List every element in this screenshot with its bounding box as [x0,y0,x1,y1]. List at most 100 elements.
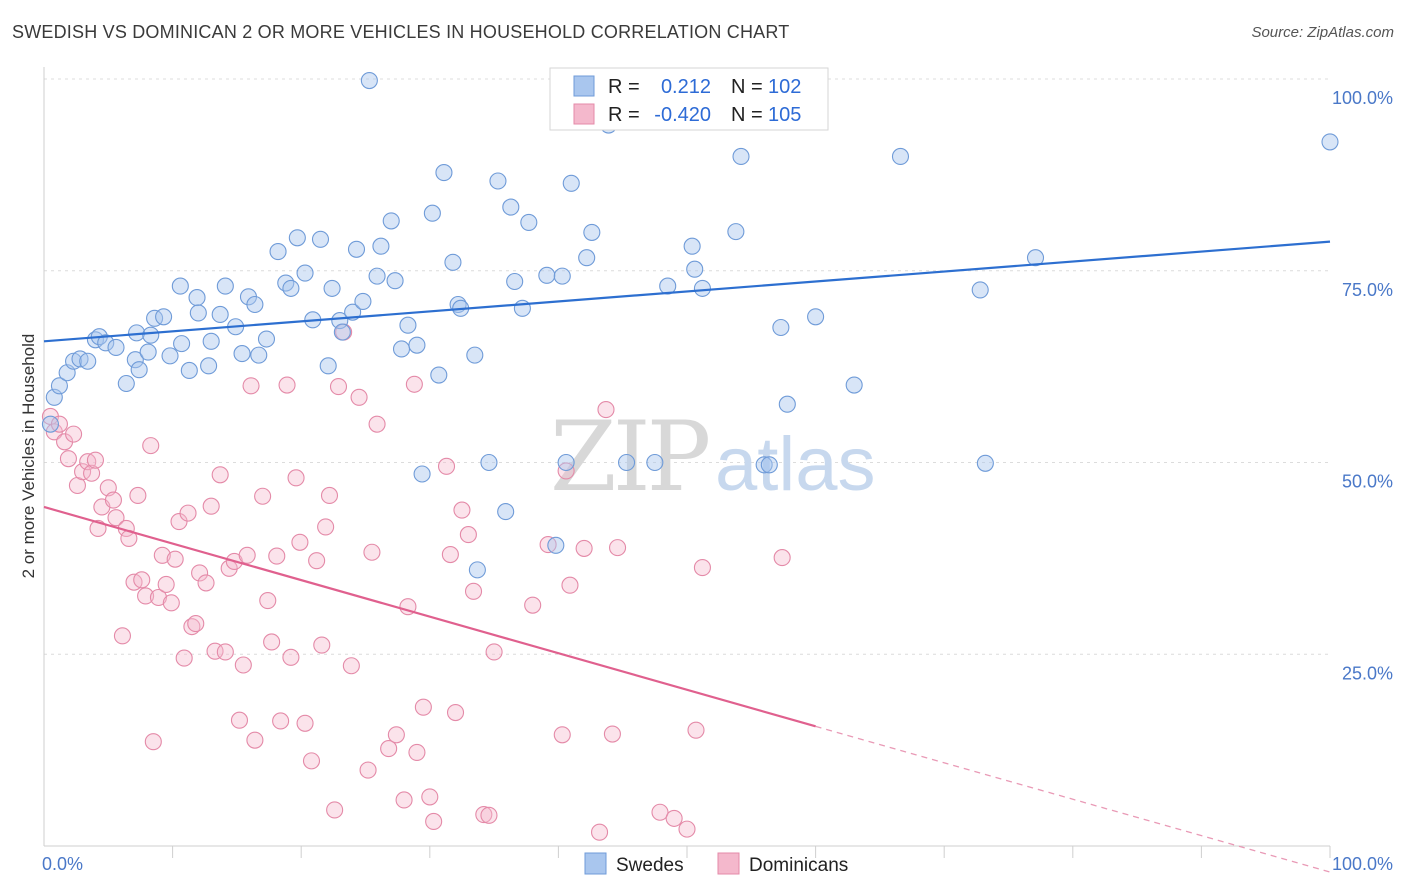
swede-point-54 [392,340,411,358]
swede-point-2 [50,377,68,395]
dominican-point-71 [380,740,398,758]
legend-r-label-dominicans: R = [608,104,640,126]
swede-point-78 [578,249,596,267]
swede-point-43 [323,279,341,297]
dominican-point-46 [242,377,260,395]
dominican-point-21 [133,571,151,589]
swede-point-64 [466,346,484,364]
swede-point-25 [200,357,218,375]
swede-point-35 [269,243,287,261]
dominican-point-86 [475,806,493,824]
swede-point-51 [372,237,390,255]
dominican-point-83 [453,501,471,519]
dominican-point-9 [83,464,101,482]
swede-point-22 [180,361,198,380]
dominican-point-73 [395,791,413,809]
dominican-point-79 [425,812,443,831]
swede-point-94 [807,308,825,326]
swede-point-58 [423,204,441,222]
dominican-point-2 [50,415,68,433]
dominican-point-64 [329,378,348,396]
legend-n-label-dominicans: N = [731,104,763,126]
bottom-legend: Swedes Dominicans [584,852,848,876]
watermark-zip: ZIP [550,401,709,513]
y-tick-labels: 100.0% 75.0% 50.0% 25.0% [1332,88,1393,683]
swedes-trend-line [43,240,1331,343]
dominicans-trend-line-extension [815,725,1331,873]
swede-point-15 [139,343,157,361]
swede-point-10 [107,338,125,357]
dominican-point-10 [86,451,104,469]
dominican-point-58 [302,752,321,770]
swede-point-30 [233,345,251,363]
swede-point-47 [347,240,366,258]
dominican-point-104 [773,549,791,567]
dominican-point-47 [246,731,264,749]
swede-point-53 [386,272,404,290]
swede-point-28 [216,277,234,295]
legend-n-value-swedes: 102 [768,76,801,98]
swede-point-45 [333,323,351,341]
dominican-point-23 [142,437,160,455]
dominican-point-98 [609,539,627,557]
swede-point-49 [360,71,378,90]
dominican-point-59 [308,552,326,570]
dominican-point-55 [287,469,305,487]
dominican-point-36 [197,574,215,592]
dominican-point-16 [113,627,131,645]
dominican-point-26 [153,546,171,564]
swede-point-52 [382,212,400,230]
dominican-point-77 [414,698,432,716]
swede-point-70 [506,272,524,291]
swede-point-37 [282,279,300,297]
dominican-point-43 [230,711,249,729]
dominican-point-102 [687,721,705,739]
dominican-point-80 [437,457,456,475]
y-tick-label-25: 25.0% [1342,663,1393,683]
swede-point-77 [562,174,580,192]
swede-point-38 [288,229,306,247]
dominican-point-93 [561,576,579,594]
swede-point-4 [65,352,83,370]
swede-point-98 [976,454,994,472]
swede-point-50 [368,267,386,285]
swede-point-99 [1026,249,1045,267]
dominican-point-72 [387,726,405,744]
dominican-point-82 [446,703,465,722]
dominican-point-37 [202,497,220,515]
dominican-point-81 [441,545,459,564]
dominican-point-28 [162,594,180,612]
legend: R = 0.212 N = 102 R = -0.420 N = 105 [549,67,829,131]
swedes-points [41,70,1339,579]
swede-point-34 [257,330,276,348]
dominican-point-35 [191,564,209,582]
dominican-point-50 [263,633,281,651]
dominican-point-61 [317,518,335,536]
swede-point-26 [202,332,220,350]
swede-point-68 [497,503,515,521]
y-tick-label-50: 50.0% [1342,472,1393,492]
y-tick-label-75: 75.0% [1342,280,1393,300]
swede-point-69 [502,198,520,216]
bottom-legend-label-swedes: Swedes [616,855,684,876]
swede-point-27 [211,305,229,324]
swede-point-100 [1321,133,1339,151]
swede-point-23 [188,289,206,307]
swede-point-6 [79,352,97,370]
dominican-point-39 [211,466,229,484]
dominican-point-97 [603,725,621,743]
swede-point-20 [173,335,191,353]
swede-point-42 [319,357,337,375]
dominican-point-57 [296,714,314,732]
dominican-point-92 [553,726,571,744]
dominican-point-53 [278,376,296,394]
chart-title: SWEDISH VS DOMINICAN 2 OR MORE VEHICLES … [12,22,790,42]
swede-point-24 [189,304,207,322]
swede-point-84 [659,277,677,295]
swede-point-95 [845,376,863,394]
dominican-point-84 [459,526,477,544]
swede-point-88 [727,223,745,241]
dominican-point-25 [149,588,168,607]
legend-box [549,67,829,131]
